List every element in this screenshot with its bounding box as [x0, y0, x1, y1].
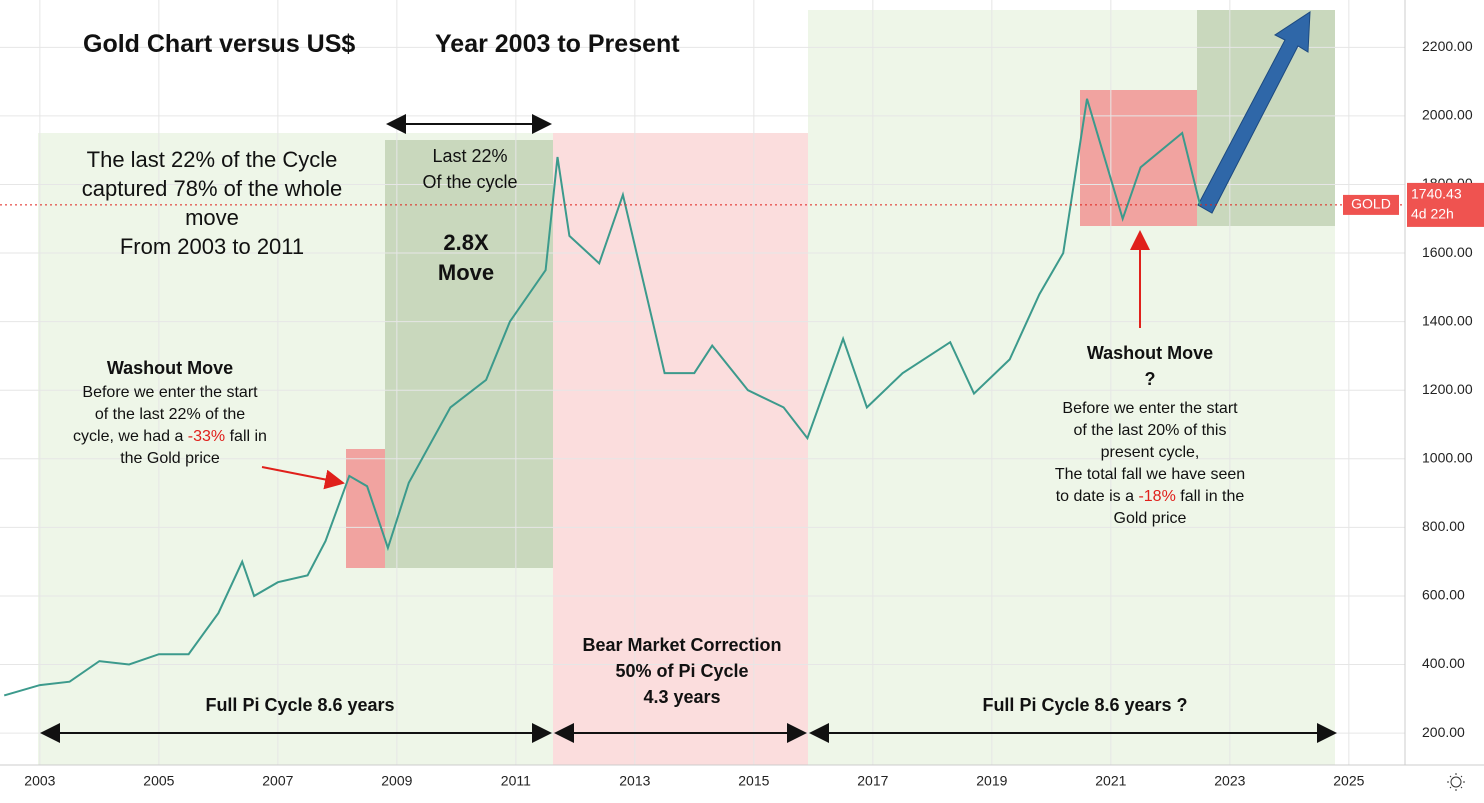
annotation-text: Last 22% Of the cycle — [422, 146, 518, 192]
annotation: Before we enter the start of the last 20… — [1055, 398, 1245, 530]
chart-subtitle: Year 2003 to Present — [435, 30, 680, 58]
annotation: Washout Move — [107, 355, 233, 381]
annotation-text: The last 22% of the Cycle captured 78% o… — [81, 147, 343, 259]
x-tick-label: 2009 — [381, 773, 412, 789]
price-tag-bg — [1407, 182, 1484, 227]
y-tick-label: 600.00 — [1422, 587, 1465, 603]
y-tick-label: 800.00 — [1422, 518, 1465, 534]
annotation-text: -33% — [187, 428, 226, 445]
x-tick-label: 2023 — [1214, 773, 1245, 789]
x-tick-label: 2011 — [501, 773, 531, 789]
annotation-text: Washout Move ? — [1086, 343, 1214, 389]
annotation-text: Bear Market Correction 50% of Pi Cycle 4… — [582, 635, 782, 707]
annotation-text: Before we enter the start of the last 22… — [73, 384, 258, 445]
annotation-text: fall in the Gold price — [1113, 488, 1245, 527]
y-tick-label: 2000.00 — [1422, 107, 1473, 123]
y-tick-label: 1000.00 — [1422, 449, 1473, 465]
washout-zone — [1080, 90, 1197, 226]
annotation-text: Washout Move — [106, 358, 234, 378]
annotation: Full Pi Cycle 8.6 years ? — [982, 692, 1187, 718]
x-tick-label: 2017 — [857, 773, 888, 789]
annotation: Last 22% Of the cycle — [422, 143, 517, 195]
annotation-text: fall in the Gold price — [120, 428, 267, 467]
price-tag-name: GOLD — [1351, 196, 1391, 212]
x-tick-label: 2015 — [738, 773, 769, 789]
x-tick-label: 2005 — [143, 773, 174, 789]
chart-title: Gold Chart versus US$ — [83, 30, 356, 58]
annotation-text: Full Pi Cycle 8.6 years — [205, 695, 395, 715]
annotation-text: -18% — [1138, 488, 1176, 505]
x-tick-label: 2007 — [262, 773, 293, 789]
annotation: 2.8X Move — [438, 228, 494, 288]
settings-icon[interactable] — [1447, 773, 1465, 791]
y-tick-label: 1400.00 — [1422, 312, 1473, 328]
annotation-text: Full Pi Cycle 8.6 years ? — [982, 695, 1188, 715]
washout-zone — [346, 449, 385, 568]
price-line — [3, 98, 1202, 697]
y-tick-label: 200.00 — [1422, 724, 1465, 740]
annotation: The last 22% of the Cycle captured 78% o… — [82, 145, 343, 261]
last-22-zone — [385, 140, 553, 568]
trend-arrow — [1197, 11, 1311, 214]
x-tick-label: 2013 — [619, 773, 650, 789]
y-tick-label: 1200.00 — [1422, 381, 1473, 397]
price-tag-bg — [1343, 194, 1399, 215]
price-tag-label: 1740.43 — [1411, 186, 1462, 202]
annotation: Bear Market Correction 50% of Pi Cycle 4… — [582, 632, 781, 710]
pointer-arrow — [261, 466, 345, 490]
price-tag-countdown: 4d 22h — [1411, 206, 1454, 222]
x-tick-label: 2025 — [1333, 773, 1364, 789]
x-tick-label: 2021 — [1095, 773, 1126, 789]
y-tick-label: 1600.00 — [1422, 244, 1473, 260]
x-tick-label: 2003 — [24, 773, 55, 789]
annotation: Before we enter the start of the last 22… — [73, 382, 267, 470]
y-tick-label: 400.00 — [1422, 655, 1465, 671]
annotation: Full Pi Cycle 8.6 years — [205, 692, 394, 718]
x-tick-label: 2019 — [976, 773, 1007, 789]
y-tick-label: 2200.00 — [1422, 38, 1473, 54]
annotation: Washout Move ? — [1087, 340, 1213, 392]
annotation-text: Before we enter the start of the last 20… — [1054, 400, 1246, 505]
bear-zone — [553, 133, 808, 765]
annotation-text: 2.8X Move — [437, 230, 495, 285]
